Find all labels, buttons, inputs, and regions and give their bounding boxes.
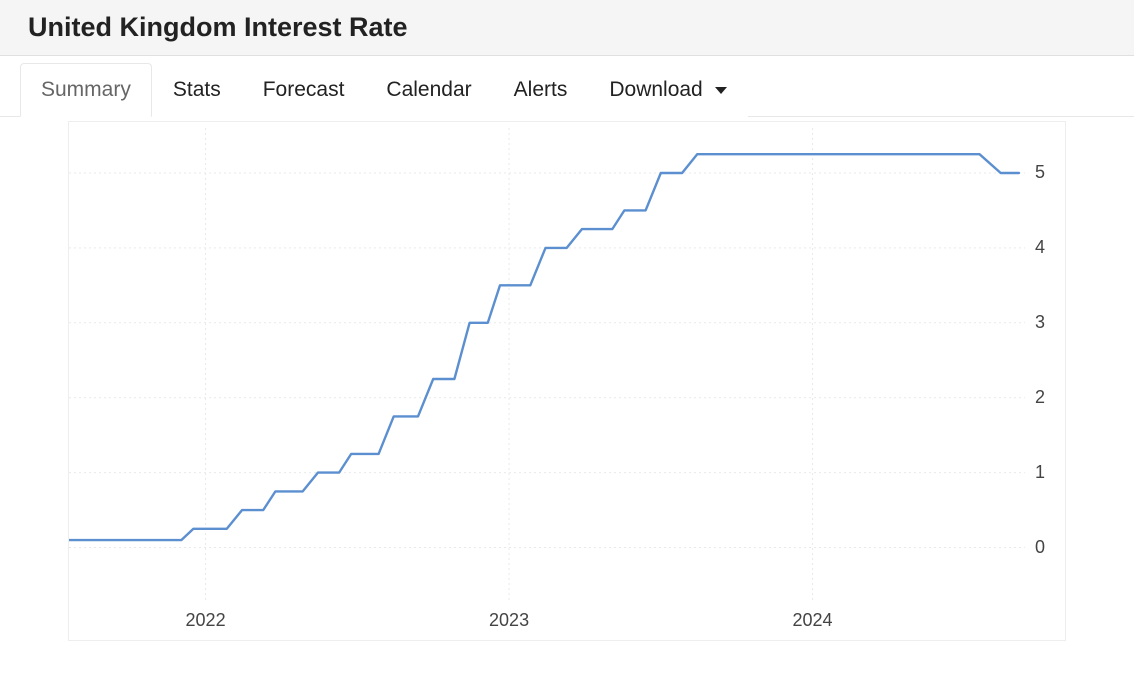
page-title: United Kingdom Interest Rate — [28, 12, 1106, 43]
y-tick-label: 4 — [1035, 237, 1045, 258]
tab-calendar[interactable]: Calendar — [365, 63, 492, 117]
tab-alerts[interactable]: Alerts — [493, 63, 589, 117]
tab-download[interactable]: Download — [588, 63, 747, 117]
tab-label: Download — [609, 78, 702, 101]
tab-bar: Summary Stats Forecast Calendar Alerts D… — [0, 62, 1134, 117]
tab-label: Alerts — [514, 78, 568, 101]
y-tick-label: 5 — [1035, 162, 1045, 183]
tab-stats[interactable]: Stats — [152, 63, 242, 117]
tab-label: Summary — [41, 78, 131, 101]
tab-summary[interactable]: Summary — [20, 63, 152, 117]
x-tick-label: 2024 — [793, 610, 833, 631]
tab-label: Forecast — [263, 78, 345, 101]
chart-svg — [69, 122, 1065, 640]
chart-plot-area: 0 1 2 3 4 5 2022 2023 2024 — [68, 121, 1066, 641]
tab-label: Stats — [173, 78, 221, 101]
y-tick-label: 2 — [1035, 387, 1045, 408]
y-tick-label: 3 — [1035, 312, 1045, 333]
y-tick-label: 1 — [1035, 462, 1045, 483]
tab-label: Calendar — [386, 78, 471, 101]
x-tick-label: 2023 — [489, 610, 529, 631]
y-tick-label: 0 — [1035, 537, 1045, 558]
chart-container: 0 1 2 3 4 5 2022 2023 2024 — [0, 121, 1134, 641]
chevron-down-icon — [715, 87, 727, 94]
page-header: United Kingdom Interest Rate — [0, 0, 1134, 56]
tab-forecast[interactable]: Forecast — [242, 63, 366, 117]
x-tick-label: 2022 — [186, 610, 226, 631]
